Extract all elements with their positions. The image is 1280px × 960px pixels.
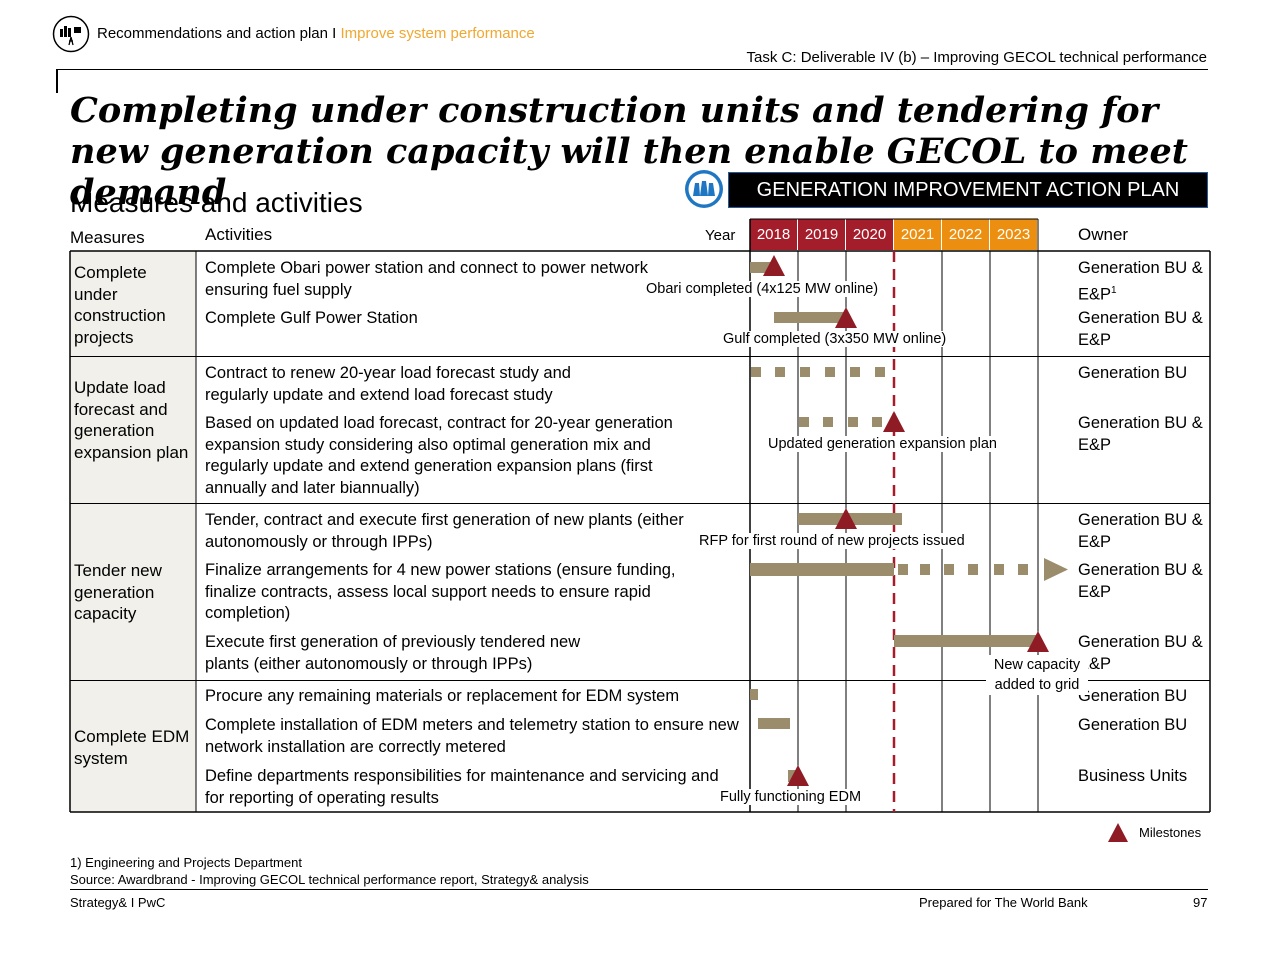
milestone-marker [763,255,785,276]
gantt-bar-obari [750,262,774,273]
activities-header: Activities [205,225,273,244]
milestone-marker [883,411,905,432]
company-logo-icon [52,15,90,53]
gantt-bar-finalize [750,563,894,576]
gantt-dashed-bar-expansion-plan [799,417,882,427]
breadcrumb-current: Improve system performance [340,25,535,42]
milestone-label-new-capacity: New capacity added to grid [986,655,1088,695]
legend-milestones-label: Milestones [1139,825,1202,840]
breadcrumb-section: Recommendations and action plan I [97,25,341,42]
owner-load-forecast: Generation BU [1078,364,1188,382]
year-header: Year [705,227,736,244]
legend-milestone-icon [1108,823,1128,842]
activity-execute-plants: Execute first generation of previously t… [205,633,581,673]
owner-tender-execute: Generation BU & E&P [1078,511,1203,551]
activity-obari: Complete Obari power station and connect… [205,259,648,299]
activity-define-responsibilities: Define departments responsibilities for … [205,767,719,807]
generation-plant-icon [684,169,724,209]
gantt-bar-install [758,718,790,729]
source-note: Source: Awardbrand - Improving GECOL tec… [70,872,589,887]
page-title: Completing under construction units and … [70,90,1188,213]
measures-header: Measures [70,228,145,247]
milestone-label-gulf: Gulf completed (3x350 MW online) [721,331,949,347]
footnote: 1) Engineering and Projects Department [70,855,302,870]
gantt-bar-execute [894,635,1039,647]
footer-rule [70,889,1208,890]
milestone-label-obari: Obari completed (4x125 MW online) [644,281,881,297]
gantt-dashed-bar-load-forecast [751,367,885,377]
year-cell-2020: 2020 [846,219,893,250]
activity-tender-execute: Tender, contract and execute first gener… [205,511,684,551]
header-rule [56,69,1208,70]
milestone-label-rfp: RFP for first round of new projects issu… [697,533,967,549]
year-cell-2018: 2018 [750,219,797,250]
milestone-marker [787,765,809,786]
activity-load-forecast: Contract to renew 20-year load forecast … [205,364,571,404]
footnote-marker: 1 [1111,284,1117,296]
activity-expansion-study: Based on updated load forecast, contract… [205,414,673,497]
milestone-label-expansion-plan: Updated generation expansion plan [766,436,999,452]
owner-procure-edm: Generation BU [1078,687,1188,705]
activity-gulf: Complete Gulf Power Station [205,309,418,327]
milestone-label-edm: Fully functioning EDM [718,789,864,805]
header-left-tick [56,69,58,93]
owner-define-responsibilities: Business Units [1078,767,1188,785]
year-cell-2021: 2021 [894,219,941,250]
section-subtitle: Measures and activities [70,187,363,218]
measure-complete-construction: Complete under construction projects [74,263,166,347]
gantt-bar-procure [750,689,758,700]
measure-load-forecast: Update load forecast and generation expa… [74,378,189,462]
measure-cell-bg [70,251,196,356]
year-cell-2023: 2023 [990,219,1037,250]
owner-expansion-study: Generation BU & E&P [1078,414,1203,454]
owner-gulf: Generation BU & E&P [1078,309,1203,349]
gantt-arrow-continuation [1044,558,1068,581]
owner-header: Owner [1078,225,1129,244]
milestone-marker [1027,631,1049,652]
year-cell-2022: 2022 [942,219,989,250]
owner-execute-plants: Generation BU & E&P [1078,633,1203,673]
milestone-marker [835,508,857,529]
owner-obari: Generation BU & E&P1 [1078,258,1203,306]
measure-edm-system: Complete EDM system [74,727,190,768]
activity-procure-edm: Procure any remaining materials or repla… [205,687,680,705]
owner-install-edm: Generation BU [1078,716,1188,734]
footer-center: Prepared for The World Bank [919,895,1088,910]
gantt-dashed-bar-finalize-forecast [898,564,1028,575]
task-label: Task C: Deliverable IV (b) – Improving G… [746,49,1207,66]
gantt-bar-gulf [774,312,846,323]
measure-tender-capacity: Tender new generation capacity [74,561,162,623]
activity-install-edm: Complete installation of EDM meters and … [205,716,739,756]
breadcrumb: Recommendations and action plan I Improv… [97,25,535,42]
measure-cell-bg [70,681,196,812]
page-number: 97 [1193,895,1208,910]
activity-finalize-stations: Finalize arrangements for 4 new power st… [205,561,676,622]
footer-left: Strategy& I PwC [70,895,166,910]
owner-finalize-stations: Generation BU & E&P [1078,561,1203,601]
owner-obari-text: Generation BU & E&P [1078,259,1203,303]
action-plan-banner: GENERATION IMPROVEMENT ACTION PLAN [728,172,1208,208]
measure-cell-bg [70,504,196,680]
milestone-marker [835,307,857,328]
measure-cell-bg [70,357,196,503]
year-cell-2019: 2019 [798,219,845,250]
